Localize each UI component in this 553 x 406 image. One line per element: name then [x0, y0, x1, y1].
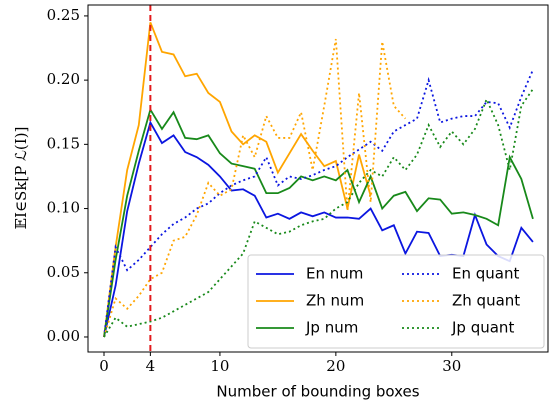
data-line — [103, 107, 534, 338]
legend-label: Jp num — [305, 319, 358, 337]
legend-label: Zh quant — [452, 292, 520, 310]
plot-frame — [87, 4, 549, 353]
y-tick-label: 0.15 — [47, 134, 80, 152]
legend-label: Zh num — [306, 292, 364, 310]
x-tick-label: 0 — [99, 357, 109, 375]
y-tick-label: 0.05 — [47, 263, 80, 281]
data-line — [103, 69, 534, 338]
y-tick-label: 0.20 — [47, 70, 80, 88]
x-tick-label: 20 — [326, 357, 345, 375]
x-tick-label: 10 — [210, 357, 229, 375]
x-tick-label: 4 — [146, 357, 156, 375]
x-tick-label: 30 — [442, 357, 461, 375]
x-axis-label: Number of bounding boxes — [216, 383, 419, 401]
y-tick-label: 0.10 — [47, 199, 80, 217]
y-tick-label: 0.00 — [47, 327, 80, 345]
data-line — [103, 22, 372, 338]
y-axis-label: 𝔼I∈Sk[P ℒ(I)] — [12, 127, 30, 230]
data-line — [103, 88, 534, 338]
legend-box — [247, 254, 545, 349]
y-tick-label: 0.25 — [47, 6, 80, 24]
legend-label: Jp quant — [451, 319, 514, 337]
legend-label: En num — [306, 265, 363, 283]
legend-label: En quant — [452, 265, 519, 283]
